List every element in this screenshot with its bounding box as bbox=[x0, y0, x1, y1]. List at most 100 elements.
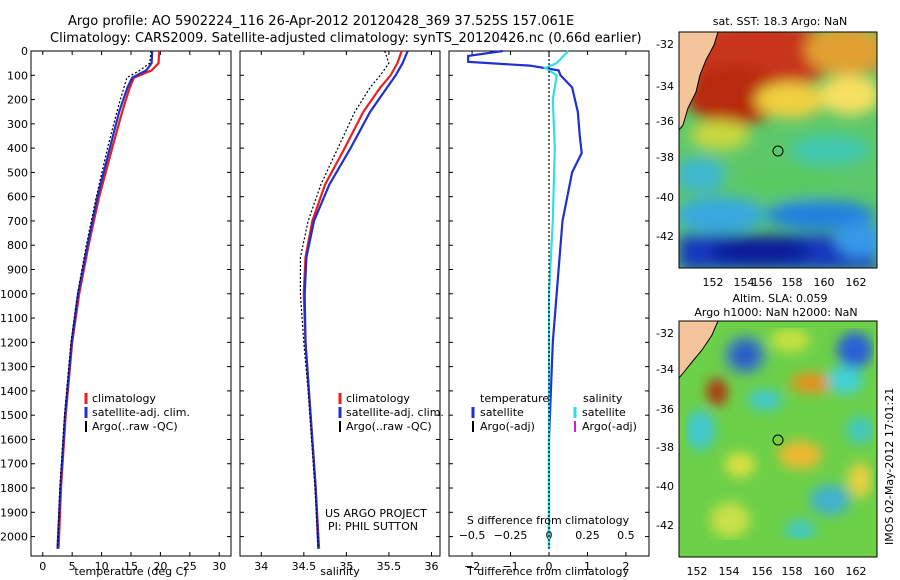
xtick-label: 25 bbox=[183, 560, 197, 573]
ytick-label: -40 bbox=[656, 480, 674, 493]
sla-map: Altim. SLA: 0.059 Argo h1000: NaN h2000:… bbox=[656, 292, 878, 578]
sst-map-yticks: -32 -34 -36 -38 -40 -42 bbox=[656, 38, 674, 243]
sst-map-xticks: 152 154 156 158 160 162 bbox=[703, 276, 867, 289]
legend-label-t-satellite: satellite bbox=[480, 406, 524, 419]
ytick-label: 1800 bbox=[0, 482, 28, 495]
stick-label: 0.25 bbox=[575, 529, 600, 542]
ytick-label: 1100 bbox=[0, 312, 28, 325]
temperature-legend: climatology satellite-adj. clim. Argo(..… bbox=[84, 392, 190, 433]
ytick-label: 200 bbox=[7, 94, 28, 107]
xtick-label: 36 bbox=[424, 560, 438, 573]
salinity-xlabel: salinity bbox=[320, 565, 360, 578]
difference-panel: −2 −1 0 1 2−0.5 −0.25 0 0.25 0.5 T difference fr… bbox=[448, 49, 650, 578]
difference-toplabel: S difference from climatology bbox=[467, 514, 630, 527]
salinity-panel: 34 34.5 35 35.5 36 salinity climatology sate… bbox=[239, 50, 444, 578]
sla-map-yticks: -32 -34 -36 -38 -40 -42 bbox=[656, 327, 674, 532]
xtick-label: 162 bbox=[846, 565, 867, 578]
pi-annotation: PI: PHIL SUTTON bbox=[328, 520, 418, 533]
xtick-label: 154 bbox=[734, 276, 755, 289]
ytick-label: 1400 bbox=[0, 385, 28, 398]
ytick-label: 800 bbox=[7, 239, 28, 252]
ytick-label: 1900 bbox=[0, 506, 28, 519]
ytick-label: 900 bbox=[7, 264, 28, 277]
ytick-label: 600 bbox=[7, 191, 28, 204]
temperature-panel: 0 5 10 15 20 25 300100200300400500600700800900… bbox=[0, 45, 232, 578]
ytick-label: 1300 bbox=[0, 361, 28, 374]
series-line-climatology bbox=[302, 50, 403, 549]
ytick-label: -36 bbox=[656, 115, 674, 128]
ytick-label: 0 bbox=[21, 45, 28, 58]
sst-map-title: sat. SST: 18.3 Argo: NaN bbox=[713, 15, 847, 28]
stick-label: −0.5 bbox=[459, 529, 486, 542]
xtick-label: −1 bbox=[502, 560, 518, 573]
ytick-label: -42 bbox=[656, 230, 674, 243]
ytick-label: 1000 bbox=[0, 288, 28, 301]
coastline bbox=[679, 321, 719, 379]
sst-field bbox=[679, 32, 877, 268]
series-line-t-satellite bbox=[467, 49, 583, 549]
ytick-label: 1500 bbox=[0, 409, 28, 422]
argo-float-marker bbox=[772, 145, 784, 157]
xtick-label: 34 bbox=[254, 560, 268, 573]
sla-map-title-2: Argo h1000: NaN h2000: NaN bbox=[694, 306, 857, 319]
legend-label-argo: Argo(..raw -QC) bbox=[92, 420, 178, 433]
legend-label-argo: Argo(..raw -QC) bbox=[346, 420, 432, 433]
xtick-label: 2 bbox=[622, 560, 629, 573]
series-line-satellite-adj-clim bbox=[303, 50, 409, 549]
ytick-label: 400 bbox=[7, 142, 28, 155]
xtick-label: 20 bbox=[153, 560, 167, 573]
xtick-label: 152 bbox=[703, 276, 724, 289]
xtick-label: 160 bbox=[814, 565, 835, 578]
xtick-label: 34.5 bbox=[292, 560, 317, 573]
ytick-label: 100 bbox=[7, 69, 28, 82]
title-line-1: Argo profile: AO 5902224_116 26-Apr-2012… bbox=[68, 14, 574, 29]
difference-xlabel: T difference from climatology bbox=[466, 565, 629, 578]
ytick-label: -38 bbox=[656, 151, 674, 164]
xtick-label: 35 bbox=[339, 560, 353, 573]
series-line-argo-raw-qc bbox=[299, 50, 390, 549]
stick-label: 0.5 bbox=[617, 529, 635, 542]
difference-legend: temperature salinity satellite Argo(-adj… bbox=[471, 392, 637, 433]
xtick-label: 152 bbox=[687, 565, 708, 578]
ytick-label: 1600 bbox=[0, 433, 28, 446]
ytick-label: 1700 bbox=[0, 458, 28, 471]
sla-map-xticks: 152 154 156 158 160 162 bbox=[687, 565, 867, 578]
xtick-label: 160 bbox=[814, 276, 835, 289]
ytick-label: 500 bbox=[7, 166, 28, 179]
xtick-label: 1 bbox=[584, 560, 591, 573]
sla-map-title-1: Altim. SLA: 0.059 bbox=[732, 292, 827, 305]
xtick-label: 154 bbox=[719, 565, 740, 578]
sst-map: sat. SST: 18.3 Argo: NaN bbox=[656, 15, 878, 289]
temperature-xlabel: temperature (deg C) bbox=[74, 565, 187, 578]
salinity-axes-frame bbox=[239, 50, 441, 557]
legend-header-salinity: salinity bbox=[583, 392, 623, 405]
series-line-satellite-adj-clim bbox=[56, 50, 154, 549]
series-line-climatology bbox=[57, 50, 161, 549]
ytick-label: -38 bbox=[656, 441, 674, 454]
coastline bbox=[679, 32, 719, 131]
ytick-label: -32 bbox=[656, 38, 674, 51]
ytick-label: 700 bbox=[7, 215, 28, 228]
ytick-label: -34 bbox=[656, 363, 674, 376]
series-line-argo-raw-qc bbox=[56, 50, 152, 549]
xtick-label: −2 bbox=[464, 560, 480, 573]
ytick-label: 1200 bbox=[0, 336, 28, 349]
legend-header-temperature: temperature bbox=[480, 392, 549, 405]
legend-label-satellite: satellite-adj. clim. bbox=[346, 406, 444, 419]
xtick-label: 158 bbox=[782, 565, 803, 578]
ytick-label: 2000 bbox=[0, 531, 28, 544]
ytick-label: -42 bbox=[656, 519, 674, 532]
ytick-label: -36 bbox=[656, 403, 674, 416]
xtick-label: 156 bbox=[752, 565, 773, 578]
xtick-label: 0 bbox=[39, 560, 46, 573]
xtick-label: 158 bbox=[782, 276, 803, 289]
ytick-label: -34 bbox=[656, 80, 674, 93]
stick-label: −0.25 bbox=[494, 529, 528, 542]
title-line-2: Climatology: CARS2009. Satellite-adjuste… bbox=[50, 31, 642, 46]
series-line-s-satellite bbox=[542, 50, 569, 549]
xtick-label: 0 bbox=[546, 560, 553, 573]
xtick-label: 10 bbox=[95, 560, 109, 573]
legend-label-climatology: climatology bbox=[346, 392, 410, 405]
argo-float-marker bbox=[772, 434, 784, 446]
